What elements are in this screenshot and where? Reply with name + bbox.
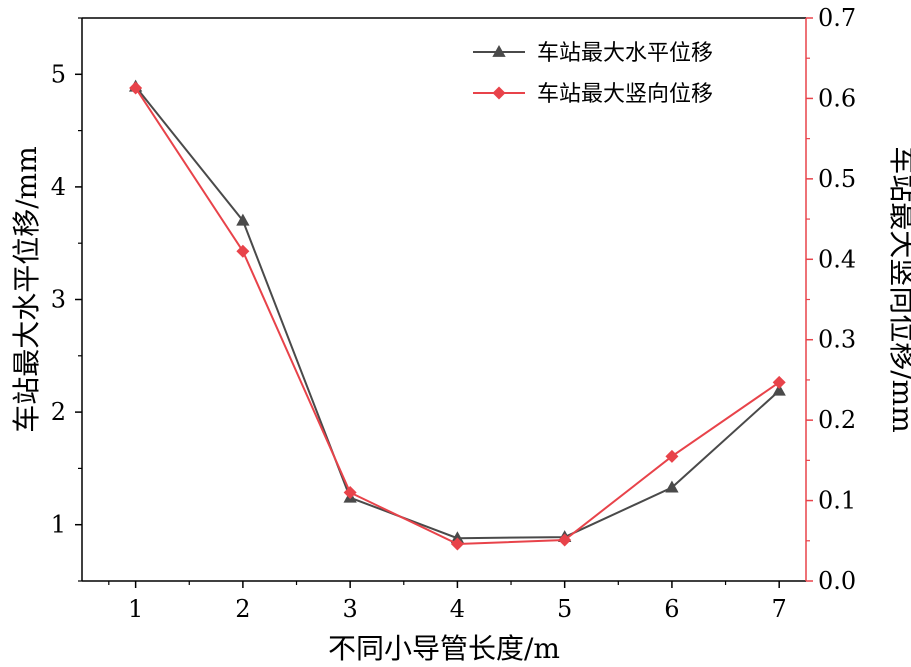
series-point-2 [343, 486, 357, 500]
x-axis-title: 不同小导管长度/m [328, 632, 560, 665]
y-right-tick-label: 0.5 [818, 165, 856, 193]
x-tick-label: 4 [450, 595, 465, 623]
series-point-2 [129, 81, 143, 95]
y-right-tick-label: 0.3 [818, 326, 856, 354]
x-tick-label: 7 [772, 595, 787, 623]
legend-label-2: 车站最大竖向位移 [537, 82, 713, 107]
y-left-tick-label: 2 [51, 398, 66, 426]
legend-marker-2 [492, 86, 506, 100]
y-right-tick-label: 0.1 [818, 487, 856, 515]
series-point-2 [665, 449, 679, 463]
series-point-2 [558, 533, 572, 547]
y-right-tick-label: 0.2 [818, 406, 856, 434]
series-line-1 [134, 86, 780, 540]
y-axis-left-title: 车站最大水平位移/mm [10, 146, 43, 433]
series-point-1 [665, 480, 679, 493]
series-point-2 [450, 537, 464, 551]
y-left-tick-label: 4 [51, 173, 66, 201]
x-tick-label: 3 [343, 595, 358, 623]
y-right-tick-label: 0.7 [818, 4, 856, 32]
x-tick-label: 1 [128, 595, 143, 623]
y-left-tick-label: 1 [51, 511, 66, 539]
series-point-1 [450, 531, 465, 544]
series-point-1 [772, 383, 786, 396]
legend-marker-1 [492, 45, 506, 57]
ticks: 1 2 3 4 5 6 7 1 2 3 4 5 0.0 0.1 0.2 0.3 0.4 0.5 0.6 0.7 [51, 4, 856, 623]
y-right-tick-label: 0.6 [818, 84, 856, 112]
series-line-2 [134, 87, 780, 546]
y-right-tick-label: 0.0 [818, 567, 856, 595]
y-right-tick-label: 0.4 [818, 245, 856, 273]
x-tick-label: 5 [557, 595, 572, 623]
y-left-tick-label: 3 [51, 286, 66, 314]
x-tick-label: 6 [664, 595, 679, 623]
series-point-2 [772, 375, 786, 389]
y-left-tick-label: 5 [51, 60, 66, 88]
series-point-2 [236, 244, 250, 258]
legend-label-1: 车站最大水平位移 [537, 41, 713, 66]
series-layer [128, 79, 786, 551]
series-point-1 [236, 213, 250, 226]
x-tick-label: 2 [235, 595, 250, 623]
y-axis-right-title: 车站最大竖向位移/mm [886, 146, 911, 433]
